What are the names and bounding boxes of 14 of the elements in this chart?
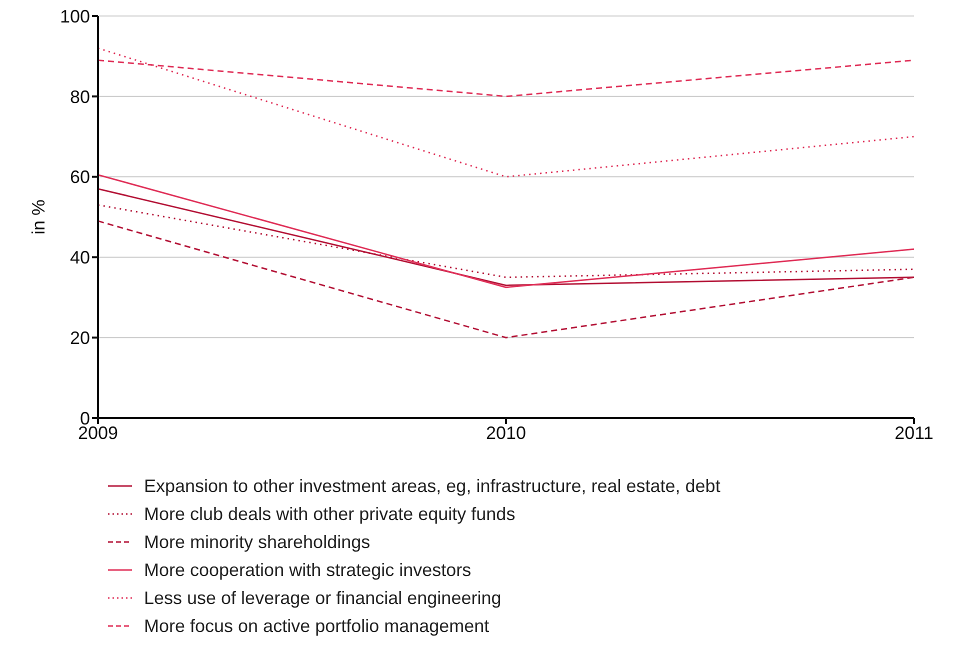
y-tick-label: 60 <box>70 167 90 188</box>
legend-label: More club deals with other private equity funds <box>144 504 516 524</box>
y-tick-label: 80 <box>70 86 90 107</box>
legend-label: More minority shareholdings <box>144 532 370 552</box>
y-axis-title: in % <box>28 199 48 235</box>
x-tick-label: 2010 <box>486 422 526 443</box>
y-tick-label: 20 <box>70 328 90 348</box>
y-tick-label: 100 <box>60 6 90 26</box>
y-tick-label: 40 <box>70 248 90 268</box>
x-tick-label: 2011 <box>894 422 934 443</box>
legend-label: More cooperation with strategic investors <box>144 560 472 580</box>
legend-label: Expansion to other investment areas, eg, infrastructure, real estate, debt <box>144 476 720 496</box>
legend-label: Less use of leverage or financial engineering <box>144 588 502 608</box>
legend-label: More focus on active portfolio management <box>144 616 490 636</box>
